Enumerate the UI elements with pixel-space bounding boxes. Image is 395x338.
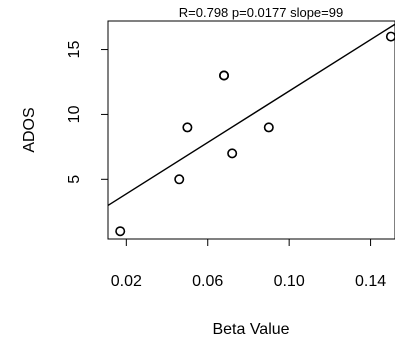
x-tick-label: 0.14 (355, 273, 386, 290)
chart-title: R=0.798 p=0.0177 slope=99 (179, 5, 343, 20)
data-points (115, 31, 395, 237)
y-axis-title: ADOS (21, 107, 38, 152)
regression-line (107, 23, 395, 206)
y-tick-label: 5 (66, 175, 83, 184)
y-axis: 5 10 15 (66, 41, 109, 184)
x-tick-label: 0.02 (111, 273, 142, 290)
data-point (174, 174, 185, 185)
y-tick-label: 15 (66, 41, 83, 59)
x-axis: 0.02 0.06 0.10 0.14 (111, 238, 386, 290)
regression-line-group (107, 23, 395, 206)
x-tick-label: 0.10 (274, 273, 305, 290)
plot-frame (107, 20, 395, 240)
data-point (263, 122, 274, 133)
data-point (115, 226, 126, 237)
x-tick-label: 0.06 (192, 273, 223, 290)
y-tick-label: 10 (66, 105, 83, 123)
data-point (227, 148, 238, 159)
data-point (182, 122, 193, 133)
x-axis-title: Beta Value (212, 321, 289, 338)
data-point (385, 31, 395, 42)
data-point (219, 70, 230, 81)
